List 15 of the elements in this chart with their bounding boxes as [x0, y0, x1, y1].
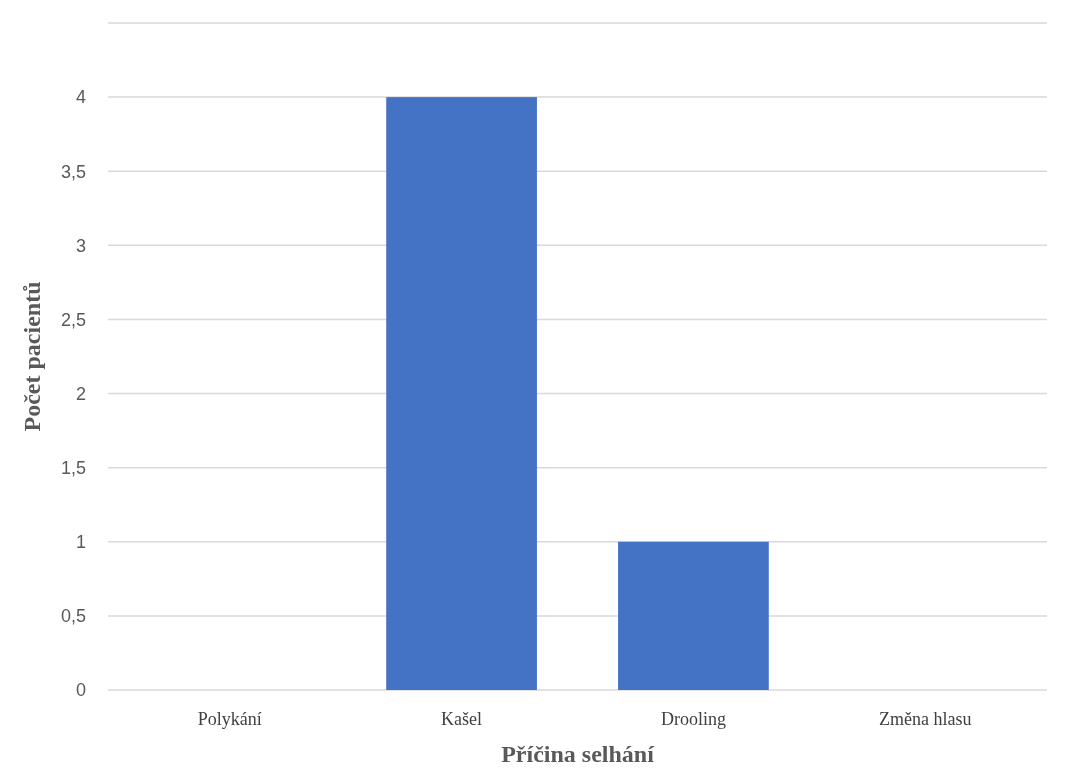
- x-tick-label: Změna hlasu: [879, 709, 972, 729]
- x-tick-label: Drooling: [660, 709, 726, 729]
- y-tick-label: 2,5: [60, 309, 86, 330]
- y-tick-label: 2: [75, 383, 86, 404]
- y-tick-label: 0,5: [60, 606, 86, 627]
- x-tick-label: Polykání: [197, 709, 262, 729]
- y-tick-label: 0: [75, 680, 86, 701]
- y-tick-label: 1,5: [60, 457, 86, 478]
- x-axis-title: Příčina selhání: [501, 741, 655, 767]
- y-tick-label: 3,5: [60, 161, 86, 182]
- y-tick-label: 4: [75, 87, 86, 108]
- y-tick-label: 1: [75, 532, 86, 553]
- y-axis-title: Počet pacientů: [19, 281, 45, 432]
- y-tick-label: 3: [75, 235, 86, 256]
- x-tick-label: Kašel: [441, 709, 483, 729]
